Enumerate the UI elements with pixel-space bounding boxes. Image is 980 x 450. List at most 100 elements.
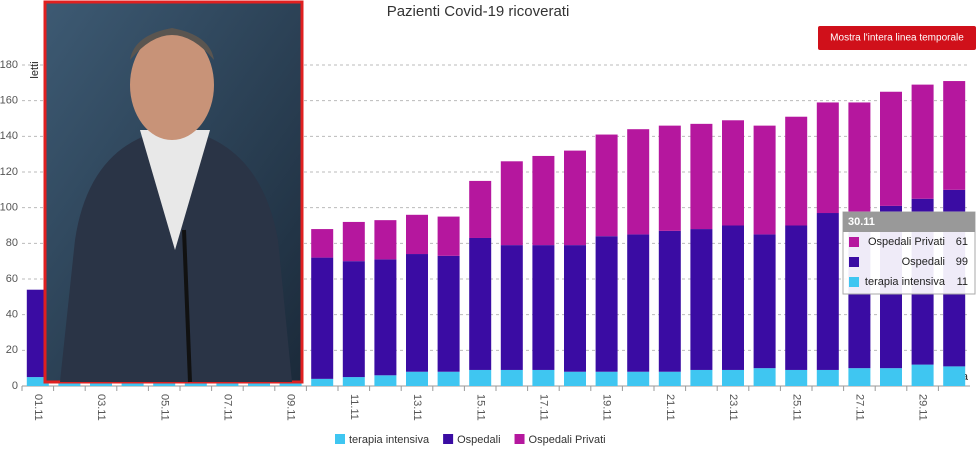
bar-segment — [500, 161, 523, 246]
bar-segment — [816, 102, 839, 214]
bar-segment — [848, 368, 871, 386]
bar-segment — [595, 371, 618, 386]
bar-segment — [500, 369, 523, 386]
speaker-photo — [43, 0, 304, 384]
bar-segment — [722, 225, 744, 370]
bar-segment — [26, 377, 49, 386]
x-tick-label: 19.11 — [601, 394, 613, 421]
bar-segment — [437, 216, 460, 256]
legend-label: Ospedali Privati — [529, 434, 606, 446]
bar-segment — [753, 234, 776, 369]
bar-segment — [532, 369, 555, 386]
x-tick-label: 09.11 — [285, 394, 297, 421]
bar-segment — [658, 125, 681, 231]
bar-segment — [911, 364, 934, 386]
legend-label: Ospedali — [457, 434, 500, 446]
bar-segment — [943, 81, 966, 190]
bar-segment — [311, 229, 334, 258]
bar-segment — [880, 91, 902, 206]
legend-swatch — [514, 434, 525, 444]
y-axis-label: letti — [29, 61, 41, 78]
bar-segment — [532, 245, 555, 370]
y-tick-label: 60 — [6, 273, 18, 285]
bar-segment — [658, 230, 681, 372]
x-tick-label: 17.11 — [537, 394, 549, 421]
bar-segment — [785, 369, 808, 386]
bar-segment — [627, 129, 650, 235]
bar-segment — [437, 255, 460, 372]
chart-title: Pazienti Covid-19 ricoverati — [387, 3, 570, 20]
bar-segment — [311, 257, 334, 379]
x-tick-label: 29.11 — [917, 394, 929, 421]
bar-segment — [690, 369, 713, 386]
y-tick-label: 120 — [0, 166, 18, 178]
bar-segment — [532, 155, 555, 246]
legend-label: terapia intensiva — [349, 434, 430, 446]
bar-segment — [564, 150, 586, 246]
bar-segment — [469, 180, 492, 238]
y-tick-label: 140 — [0, 130, 18, 142]
bar-segment — [911, 84, 934, 199]
bar-segment — [342, 377, 365, 386]
bar-segment — [658, 371, 681, 386]
y-tick-label: 180 — [0, 59, 18, 71]
bar-segment — [722, 120, 744, 226]
bar-segment — [627, 371, 650, 386]
bar-segment — [564, 245, 586, 372]
legend-swatch — [335, 434, 345, 444]
tooltip-series: Ospedali — [902, 256, 945, 268]
y-tick-label: 0 — [12, 380, 18, 392]
bar-segment — [753, 125, 776, 235]
bar-segment — [816, 369, 839, 386]
bar-segment — [848, 102, 871, 214]
bar-segment — [406, 371, 428, 386]
bar-segment — [627, 234, 650, 372]
x-tick-label: 27.11 — [853, 394, 865, 421]
bar-segment — [595, 134, 618, 237]
legend: terapia intensiva Ospedali Ospedali Privat… — [335, 434, 606, 446]
y-tick-label: 160 — [0, 95, 18, 107]
bar-segment — [722, 369, 744, 386]
bar-segment — [406, 214, 428, 255]
bar-segment — [374, 259, 397, 376]
bar-segment — [469, 369, 492, 386]
tooltip-swatch — [849, 237, 859, 247]
tooltip-title: 30.11 — [848, 216, 875, 228]
x-tick-label: 01.11 — [32, 394, 44, 421]
tooltip: 30.11 Ospedali Privati 61 Ospedali 99 terapi… — [842, 211, 976, 295]
bar-segment — [785, 116, 808, 226]
timeline-button-label[interactable]: Mostra l'intera linea temporale — [830, 33, 964, 44]
bar-segment — [753, 368, 776, 386]
bar-segment — [816, 213, 839, 370]
y-tick-label: 100 — [0, 202, 18, 214]
bar-segment — [595, 236, 618, 372]
bar-segment — [500, 245, 523, 370]
x-tick-label: 15.11 — [474, 394, 486, 421]
timeline-button[interactable] — [818, 26, 976, 50]
bar-segment — [469, 237, 492, 370]
bar-segment — [406, 254, 428, 372]
tooltip-value: 99 — [956, 256, 968, 268]
legend-swatch — [443, 434, 454, 444]
tooltip-series: Ospedali Privati — [868, 236, 945, 248]
bar-segment — [943, 366, 966, 386]
bar-segment — [342, 221, 365, 262]
bar-segment — [690, 229, 713, 370]
x-tick-label: 23.11 — [727, 394, 739, 421]
bar-segment — [564, 371, 586, 386]
x-tick-label: 03.11 — [95, 394, 107, 421]
y-tick-label: 20 — [6, 344, 18, 356]
bar-segment — [785, 225, 808, 370]
x-tick-label: 05.11 — [158, 394, 170, 421]
bar-segment — [311, 378, 334, 386]
x-tick-label: 25.11 — [790, 394, 802, 421]
tooltip-value: 61 — [956, 236, 968, 248]
bar-segment — [342, 261, 365, 378]
bar-segment — [880, 368, 902, 386]
x-tick-label: 11.11 — [348, 394, 360, 420]
x-tick-label: 07.11 — [221, 394, 233, 421]
x-tick-label: 13.11 — [411, 394, 423, 421]
bar-segment — [26, 289, 49, 378]
bar-segment — [374, 375, 397, 386]
